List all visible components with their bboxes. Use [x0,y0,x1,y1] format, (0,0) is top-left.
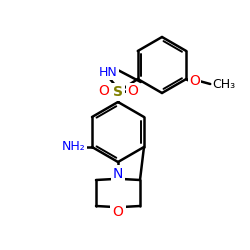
Text: HN: HN [98,66,117,78]
Text: O: O [128,84,138,98]
Text: O: O [112,205,124,219]
Text: CH₃: CH₃ [212,78,235,92]
Text: NH₂: NH₂ [62,140,86,153]
Text: O: O [98,84,110,98]
Text: N: N [113,167,123,181]
Text: O: O [189,74,200,88]
Text: S: S [113,85,123,99]
